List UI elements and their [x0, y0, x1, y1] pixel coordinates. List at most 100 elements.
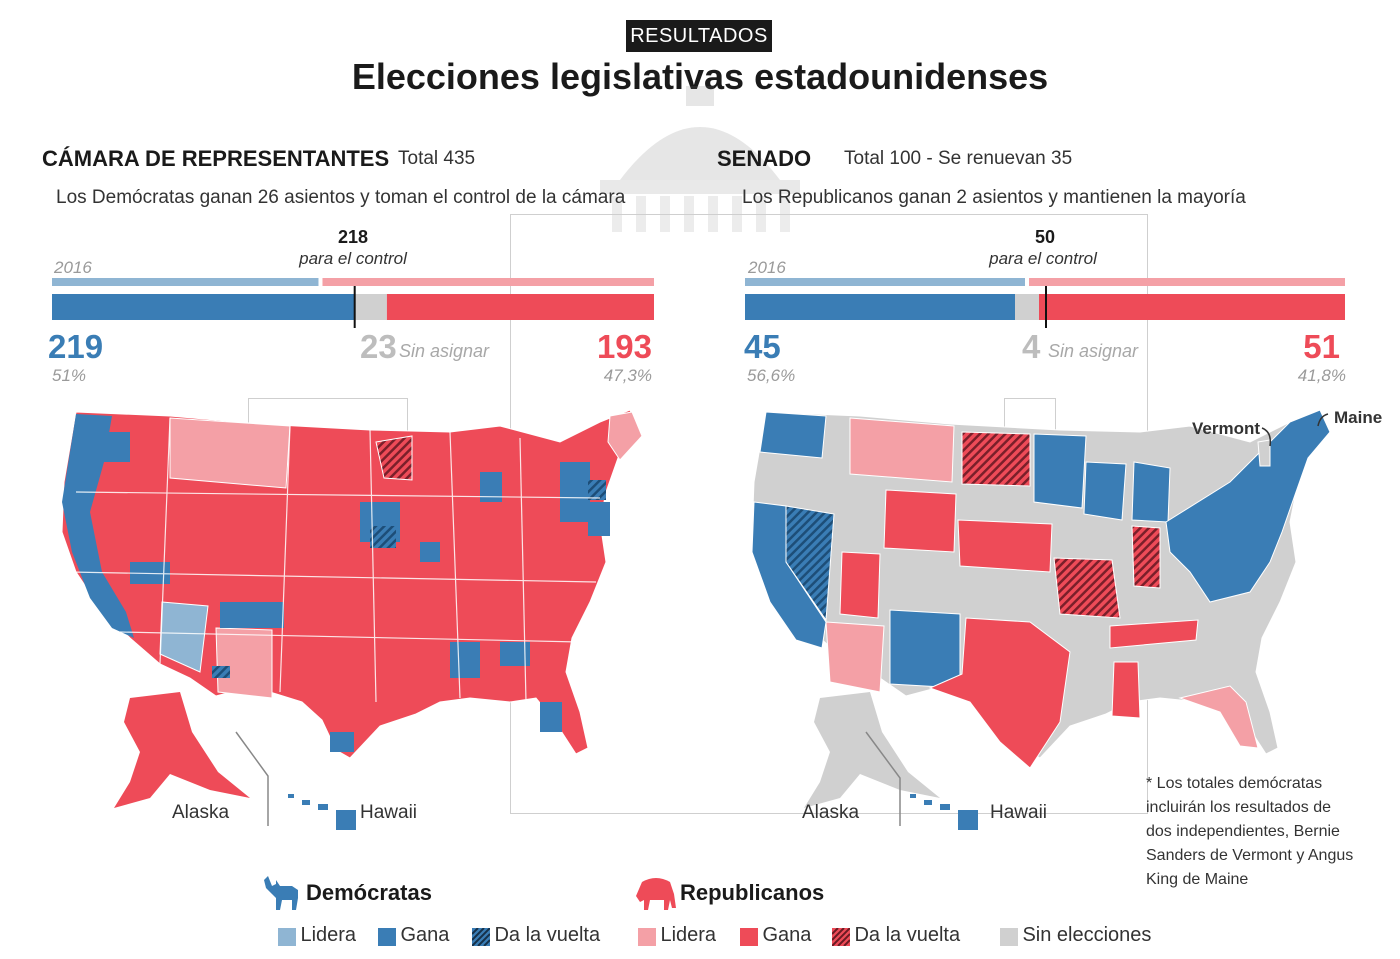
house-nm-lead: [215, 627, 273, 699]
senate-unassigned-bar: [1015, 294, 1039, 320]
senate-unassigned-label: Sin asignar: [1048, 341, 1139, 361]
senate-nm: [889, 609, 961, 689]
house-rep-seats: 193: [596, 328, 652, 365]
house-hawaii-label: Hawaii: [360, 802, 418, 823]
senate-unassigned-seats: 4: [1022, 328, 1041, 365]
house-2016-label: 2016: [54, 258, 92, 277]
senate-ms: [1111, 661, 1141, 719]
senate-title: SENADO: [717, 146, 812, 171]
house-mn-flip-rep: [375, 435, 413, 481]
senate-seat-bar: [745, 278, 1345, 328]
house-alaska: [114, 692, 250, 808]
house-unassigned-seats: 23: [360, 328, 397, 365]
house-hawaii: [288, 794, 356, 830]
swatch-no-election: [1000, 927, 1018, 946]
legend-rep-flip-label: Da la vuelta: [854, 924, 961, 946]
house-total: Total 435: [398, 148, 476, 169]
legend-dem-title: Demócratas: [306, 880, 432, 905]
house-dem-pct: 51%: [52, 366, 87, 385]
elephant-icon: [636, 878, 676, 910]
senate-vermont-leader: [1261, 427, 1272, 447]
senate-mt: [849, 417, 955, 483]
senate-rep-seats: 51: [1303, 328, 1340, 365]
house-control-number: 218: [337, 227, 369, 247]
senate-mn: [1033, 433, 1087, 509]
senate-tx: [928, 617, 1071, 769]
house-maine-lead: [607, 411, 643, 461]
legend-no-election: Sin elecciones: [1000, 924, 1151, 947]
swatch-rep-flip: [832, 927, 850, 946]
house-rep-pct: 47,3%: [603, 366, 652, 385]
senate-fl: [1178, 685, 1259, 749]
house-dem-bar: [52, 294, 356, 320]
senate-az: [825, 621, 885, 693]
legend-rep-win-label: Gana: [762, 924, 812, 946]
maine-label: Maine: [1334, 408, 1383, 427]
house-subtitle: Los Demócratas ganan 26 asientos y toman…: [56, 187, 626, 208]
house-unassigned-label: Sin asignar: [399, 341, 490, 361]
senate-mo-flip-rep: [1053, 557, 1121, 619]
senate-state-map: [751, 409, 1331, 830]
senate-dem-bar: [745, 294, 1015, 320]
house-2016-dem: [52, 278, 319, 286]
senate-ut: [839, 551, 881, 619]
house-control-label: para el control: [299, 249, 407, 268]
senate-maine-leader: [1317, 413, 1329, 427]
senate-in-flip-rep: [1131, 525, 1161, 589]
senate-hawaii: [910, 794, 978, 830]
legend-rep-lead: Lidera: [638, 924, 716, 947]
senate-alaska-leader: [865, 731, 901, 826]
senate-control-number: 50: [1034, 227, 1056, 247]
senate-wa: [759, 411, 827, 459]
legend-dem-win-label: Gana: [400, 924, 450, 946]
senate-tn: [1109, 619, 1199, 649]
senate-northeast: [1165, 409, 1331, 603]
house-title: CÁMARA DE REPRESENTANTES: [42, 146, 390, 171]
swatch-rep-lead: [638, 927, 656, 946]
donkey-icon: [264, 876, 298, 910]
swatch-rep-win: [740, 927, 758, 946]
senate-alaska: [804, 692, 940, 808]
footnote: * Los totales demócratas incluirán los r…: [1146, 775, 1354, 888]
senate-vt: [1257, 439, 1271, 467]
legend-rep-title: Republicanos: [680, 880, 825, 905]
vermont-label: Vermont: [1192, 419, 1261, 438]
senate-total: Total 100 - Se renuevan 35: [844, 148, 1073, 169]
legend-rep-win: Gana: [740, 924, 811, 947]
senate-subtitle: Los Republicanos ganan 2 asientos y mant…: [742, 187, 1246, 208]
senate-wi: [1083, 461, 1127, 521]
senate-nv-flip-dem: [785, 505, 835, 622]
house-2016-rep: [322, 278, 654, 286]
house-district-map: [61, 409, 643, 830]
swatch-dem-win: [378, 927, 396, 946]
senate-hawaii-label: Hawaii: [990, 802, 1048, 823]
house-alaska-leader: [235, 731, 269, 826]
senate-rep-bar: [1039, 294, 1345, 320]
swatch-dem-lead: [278, 927, 296, 946]
legend-rep-flip: Da la vuelta: [832, 924, 960, 947]
swatch-dem-flip: [472, 927, 490, 946]
senate-2016-rep: [1029, 278, 1345, 286]
house-westcoast-dem: [62, 414, 134, 638]
house-control-marker: [353, 286, 356, 328]
senate-mi: [1131, 461, 1171, 523]
house-alaska-label: Alaska: [172, 802, 230, 823]
senate-control-marker: [1045, 286, 1047, 328]
results-badge: RESULTADOS: [626, 20, 772, 52]
legend-dem-flip: Da la vuelta: [472, 924, 600, 947]
senate-rep-pct: 41,8%: [1297, 366, 1346, 385]
senate-control-label: para el control: [989, 249, 1097, 268]
senate-2016-label: 2016: [748, 258, 786, 277]
senate-dem-seats: 45: [744, 328, 781, 365]
house-unassigned-bar: [355, 294, 387, 320]
senate-2016-dem: [745, 278, 1025, 286]
senate-wy: [883, 489, 957, 553]
house-montana-lead: [169, 417, 291, 489]
senate-dem-pct: 56,6%: [747, 366, 796, 385]
legend-rep-lead-label: Lidera: [660, 924, 717, 946]
legend-dem-win: Gana: [378, 924, 449, 947]
senate-alaska-label: Alaska: [802, 802, 860, 823]
legend-dem-lead-label: Lidera: [300, 924, 357, 946]
house-rep-bar: [386, 294, 654, 320]
house-dem-seats: 219: [48, 328, 104, 365]
